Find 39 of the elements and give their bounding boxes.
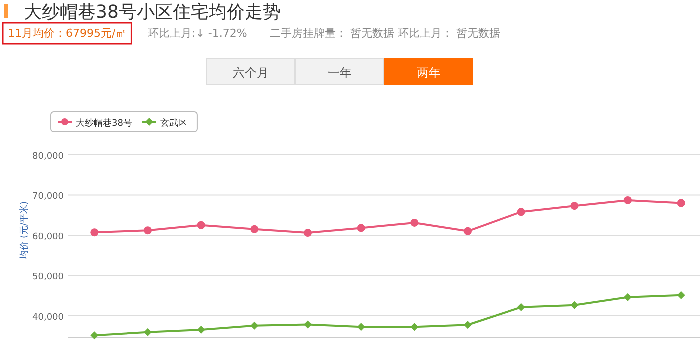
y-tick-label: 70,000 bbox=[32, 192, 64, 202]
legend-label: 玄武区 bbox=[160, 118, 188, 129]
text: 环比上月:↓ -1.72% bbox=[148, 27, 248, 40]
point bbox=[304, 320, 312, 329]
button: 两年 bbox=[384, 58, 474, 86]
point bbox=[144, 328, 152, 336]
point bbox=[570, 301, 579, 310]
point bbox=[464, 227, 472, 236]
point bbox=[624, 196, 632, 204]
point bbox=[197, 221, 206, 230]
point bbox=[90, 332, 99, 340]
point bbox=[357, 323, 366, 332]
y-tick-label: 40,000 bbox=[32, 312, 64, 323]
button: 六个月 bbox=[206, 58, 296, 86]
point bbox=[250, 225, 259, 234]
y-tick-label: 60,000 bbox=[32, 232, 64, 242]
point bbox=[517, 303, 526, 312]
point bbox=[250, 322, 259, 330]
text: 二手房挂牌量： 暂无数据 环比上月： 暂无数据 bbox=[270, 27, 500, 40]
y-tick-label: 50,000 bbox=[32, 272, 64, 283]
button: 一年 bbox=[296, 58, 384, 86]
point bbox=[197, 326, 206, 334]
point bbox=[677, 291, 686, 300]
point bbox=[517, 208, 526, 216]
point bbox=[90, 228, 99, 237]
y-axis-title: 均价 (元/平米) bbox=[19, 201, 30, 260]
point bbox=[464, 321, 472, 330]
point bbox=[357, 224, 366, 232]
point bbox=[677, 199, 686, 208]
point bbox=[570, 202, 579, 210]
point bbox=[624, 293, 632, 302]
point bbox=[410, 323, 419, 332]
y-tick-label: 80,000 bbox=[32, 152, 64, 162]
point bbox=[144, 226, 152, 235]
legend-label: 大纱帽巷38号 bbox=[76, 118, 132, 129]
text: 11月均价：67995元/㎡ bbox=[8, 27, 127, 40]
chart-title: 大纱帽巷38号小区住宅均价走势 bbox=[24, 2, 281, 23]
point bbox=[410, 218, 419, 227]
point bbox=[304, 229, 312, 238]
